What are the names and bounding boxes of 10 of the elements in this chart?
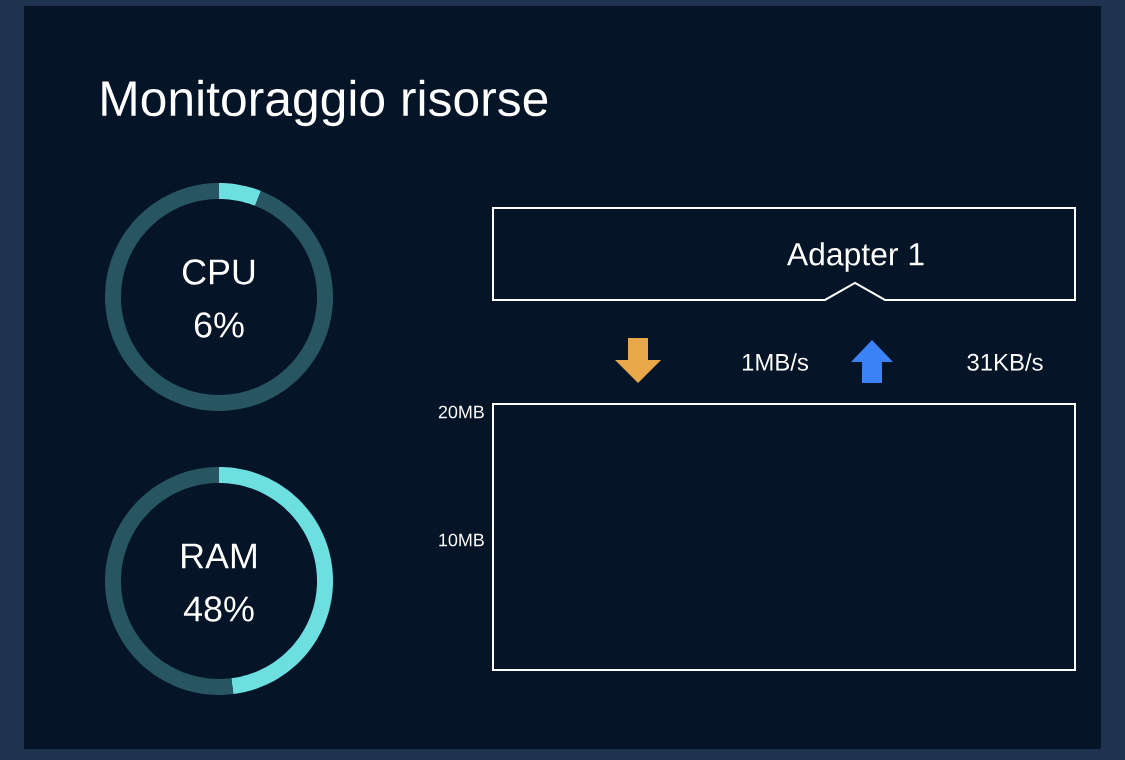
text: Monitoraggio risorse [102,79,548,127]
text: CPU [182,259,255,285]
text: 48% [183,596,254,622]
text: 31KB/s [967,353,1043,371]
text: 20MB [438,405,484,419]
text: RAM [182,543,256,569]
text: Adapter 1 [786,242,924,272]
text: 6% [194,312,244,338]
text: 10MB [439,533,484,547]
text: 1MB/s [742,353,809,371]
